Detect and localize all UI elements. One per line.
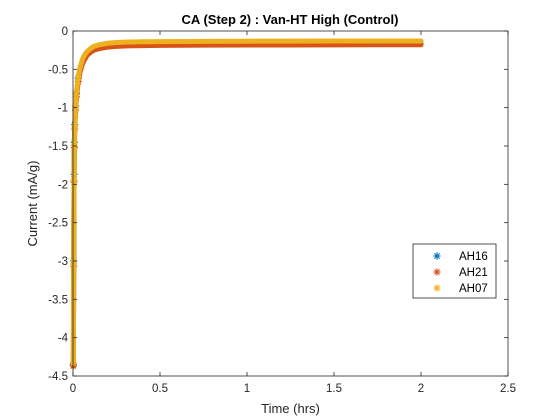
legend: AH16 AH21 AH07 <box>412 243 497 299</box>
data-point <box>70 260 78 268</box>
y-tick-label: -4 <box>58 333 69 345</box>
legend-label: AH16 <box>459 251 488 263</box>
legend-marker <box>433 252 441 260</box>
chart-title: CA (Step 2) : Van-HT High (Control) <box>182 12 399 27</box>
x-axis-ticks: 0 0.5 1 1.5 2 2.5 <box>70 31 516 395</box>
y-tick-label: -4.5 <box>48 371 68 383</box>
x-tick-label: 2 <box>418 383 424 395</box>
y-axis-ticks: 0 -0.5 -1 -1.5 -2 -2.5 -3 -3.5 -4 -4.5 <box>48 26 508 383</box>
x-tick-label: 1.5 <box>326 383 342 395</box>
data-point <box>74 73 82 81</box>
x-tick-label: 2.5 <box>500 383 516 395</box>
y-tick-label: -1 <box>58 103 68 115</box>
x-tick-label: 1 <box>244 383 250 395</box>
legend-label: AH07 <box>459 283 488 295</box>
y-tick-label: -3 <box>58 256 68 268</box>
legend-item-AH21: AH21 <box>433 267 488 279</box>
series-trace <box>70 38 424 366</box>
legend-box <box>412 243 497 299</box>
data-point <box>71 123 79 131</box>
y-tick-label: -3.5 <box>48 294 68 306</box>
y-tick-label: -0.5 <box>48 64 68 76</box>
x-tick-label: 0 <box>70 383 76 395</box>
plot-area-box <box>72 30 509 377</box>
y-tick-label: -2.5 <box>48 218 68 230</box>
legend-marker <box>433 268 441 276</box>
data-point <box>72 88 81 96</box>
legend-label: AH21 <box>459 267 488 279</box>
y-axis-label: Current (mA/g) <box>25 161 40 247</box>
legend-item-AH07: AH07 <box>433 283 488 295</box>
y-tick-label: 0 <box>62 26 68 38</box>
plot-series <box>69 38 424 370</box>
y-tick-label: -2 <box>58 179 68 191</box>
y-tick-label: -1.5 <box>48 141 68 153</box>
x-tick-label: 0.5 <box>152 383 168 395</box>
data-point <box>70 176 78 185</box>
legend-item-AH16: AH16 <box>433 251 488 263</box>
x-axis-label: Time (hrs) <box>261 401 320 416</box>
legend-marker <box>433 284 441 292</box>
